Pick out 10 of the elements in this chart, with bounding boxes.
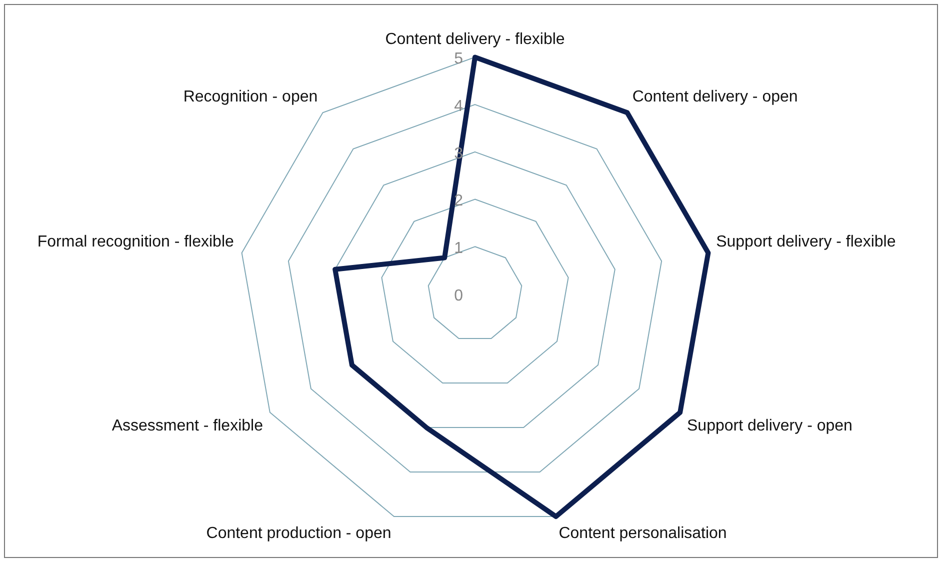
spoke-label: Support delivery - open	[687, 417, 852, 434]
spoke-label: Support delivery - flexible	[716, 233, 896, 250]
spoke-label: Content delivery - open	[632, 88, 798, 106]
spoke-label: Formal recognition - flexible	[37, 233, 234, 250]
spoke-label: Content personalisation	[558, 525, 727, 542]
y-tick-label: 0	[454, 287, 464, 304]
spoke-label: Content production - open	[206, 525, 392, 542]
spoke-label: Assessment - flexible	[112, 417, 264, 434]
spoke-label: Recognition - open	[183, 88, 318, 106]
spoke-label: Content delivery - flexible	[385, 31, 565, 48]
